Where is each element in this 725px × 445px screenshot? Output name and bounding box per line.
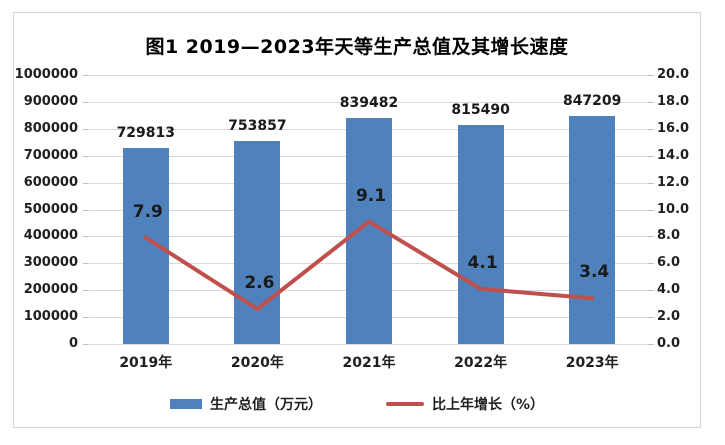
growth-value-label: 2.6 [244,273,275,294]
right-axis-tick [648,263,654,265]
bar-value-label: 839482 [339,95,399,112]
right-axis-tick [648,209,654,211]
gridline [90,75,648,76]
left-axis-tick-label: 900000 [23,93,78,109]
left-axis-tick-label: 300000 [23,255,78,271]
right-axis-tick-label: 8.0 [657,228,681,244]
line-series-swatch-icon [385,402,424,406]
left-axis-tick-label: 100000 [23,309,78,325]
left-axis-tick [83,344,89,345]
left-axis-tick [83,209,89,211]
gridline [90,101,648,103]
right-axis-tick-label: 14.0 [657,147,690,163]
left-axis-tick-label: 200000 [23,282,78,298]
legend-label-growth: 比上年增长（%） [431,397,545,413]
right-axis-tick [648,155,654,157]
right-axis-tick [648,101,654,103]
x-axis-category-label: 2019年 [119,355,173,371]
right-axis-tick-label: 20.0 [657,67,690,82]
legend: 生产总值（万元） 比上年增长（%） [13,394,701,414]
right-axis-tick [648,317,654,319]
legend-item-growth: 比上年增长（%） [385,394,545,414]
right-axis-tick [648,344,654,345]
left-axis-tick-label: 500000 [23,201,78,217]
gdp-bar [122,147,169,344]
right-axis-tick-label: 10.0 [657,201,690,217]
right-axis-tick [648,236,654,238]
left-axis-tick [83,290,89,292]
growth-value-label: 7.9 [132,201,163,222]
left-axis-tick-label: 700000 [23,147,78,163]
left-axis-tick [83,101,89,103]
left-axis-tick-label: 800000 [23,120,78,136]
right-axis-tick-label: 2.0 [657,309,681,325]
bar-series-swatch-icon [169,399,202,409]
left-axis-tick [83,128,89,130]
right-axis-tick-label: 4.0 [657,282,681,298]
left-axis-tick-label: 400000 [23,228,78,244]
left-axis-tick-label: 0 [68,336,78,351]
bar-value-label: 847209 [562,93,622,110]
x-axis-category-label: 2021年 [342,355,396,371]
right-axis-tick-label: 18.0 [657,93,690,109]
legend-item-gdp: 生产总值（万元） [169,394,322,414]
right-axis-tick [648,182,654,184]
left-axis-tick [83,155,89,157]
left-axis-tick [83,75,89,76]
right-axis-tick-label: 6.0 [657,255,681,271]
right-axis-tick-label: 12.0 [657,174,690,190]
left-axis-tick-label: 1000000 [14,67,78,82]
growth-value-label: 4.1 [467,252,498,273]
right-axis-tick-label: 16.0 [657,120,690,136]
left-axis-tick [83,263,89,265]
right-axis-tick-label: 0.0 [657,336,681,351]
gridline [90,344,648,345]
right-axis-tick [648,290,654,292]
left-axis-tick [83,317,89,319]
x-axis-category-label: 2020年 [230,355,284,371]
chart-title: 图1 2019—2023年天等生产总值及其增长速度 [145,36,569,58]
left-axis-tick [83,182,89,184]
left-axis-tick-label: 600000 [23,174,78,190]
gdp-bar [234,141,281,344]
gdp-bar [569,116,616,344]
bar-value-label: 753857 [228,118,287,135]
growth-value-label: 9.1 [355,185,387,206]
legend-label-gdp: 生产总值（万元） [209,397,322,413]
gdp-bar [346,118,392,344]
right-axis-tick [648,75,654,76]
bar-value-label: 729813 [116,124,176,141]
growth-value-label: 3.4 [579,262,610,283]
bar-value-label: 815490 [451,101,510,118]
right-axis-tick [648,128,654,130]
x-axis-category-label: 2023年 [565,355,619,371]
left-axis-tick [83,236,89,238]
gdp-bar [457,124,504,344]
x-axis-category-label: 2022年 [454,355,508,371]
